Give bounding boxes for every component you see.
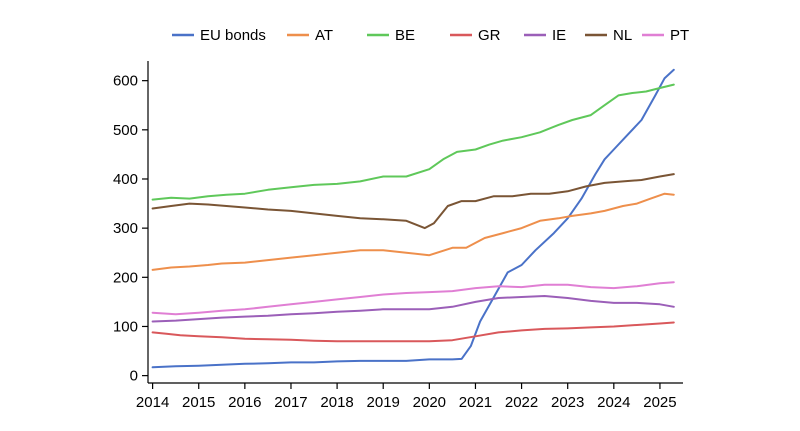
legend-item-at: AT bbox=[287, 27, 333, 44]
legend-label: AT bbox=[315, 27, 333, 44]
series-lines bbox=[151, 68, 675, 369]
series-line-gr bbox=[151, 321, 675, 343]
series-line-pt bbox=[151, 281, 675, 316]
legend-label: PT bbox=[670, 27, 689, 44]
y-tick-label: 100 bbox=[113, 318, 138, 335]
y-tick-label: 200 bbox=[113, 269, 138, 286]
x-tick-label: 2014 bbox=[136, 394, 169, 411]
y-tick-label: 400 bbox=[113, 171, 138, 188]
legend-item-gr: GR bbox=[450, 27, 501, 44]
x-axis-ticks: 2014 2015 2016 2017 2018 2019 2020 2021 2022 2023… bbox=[136, 383, 677, 411]
legend-item-nl: NL bbox=[585, 27, 632, 44]
x-tick-label: 2022 bbox=[505, 394, 538, 411]
series-line-nl bbox=[151, 173, 675, 230]
x-tick-label: 2021 bbox=[459, 394, 492, 411]
x-tick-label: 2023 bbox=[551, 394, 584, 411]
y-tick-label: 500 bbox=[113, 122, 138, 139]
y-tick-label: 300 bbox=[113, 220, 138, 237]
x-tick-label: 2018 bbox=[320, 394, 353, 411]
x-tick-label: 2020 bbox=[413, 394, 446, 411]
series-line-ie bbox=[151, 295, 675, 323]
x-tick-label: 2019 bbox=[367, 394, 400, 411]
legend-item-ie: IE bbox=[524, 27, 566, 44]
legend-item-pt: PT bbox=[642, 27, 689, 44]
y-tick-label: 600 bbox=[113, 73, 138, 90]
y-axis-ticks: 0 100 200 300 400 500 600 bbox=[113, 73, 148, 385]
x-tick-label: 2024 bbox=[597, 394, 630, 411]
legend-label: NL bbox=[613, 27, 632, 44]
legend-label: EU bonds bbox=[200, 27, 266, 44]
series-line-eu-bonds bbox=[151, 68, 675, 369]
series-line-at bbox=[151, 192, 675, 271]
legend-label: BE bbox=[395, 27, 415, 44]
legend-label: IE bbox=[552, 27, 566, 44]
x-tick-label: 2017 bbox=[274, 394, 307, 411]
chart-legend: EU bonds AT BE GR IE NL PT bbox=[172, 27, 689, 44]
axes bbox=[147, 61, 683, 384]
x-tick-label: 2015 bbox=[182, 394, 215, 411]
x-tick-label: 2016 bbox=[228, 394, 261, 411]
legend-item-be: BE bbox=[367, 27, 415, 44]
legend-label: GR bbox=[478, 27, 501, 44]
series-line-be bbox=[151, 83, 675, 201]
legend-item-eu-bonds: EU bonds bbox=[172, 27, 266, 44]
x-tick-label: 2025 bbox=[643, 394, 676, 411]
y-tick-label: 0 bbox=[130, 368, 138, 385]
